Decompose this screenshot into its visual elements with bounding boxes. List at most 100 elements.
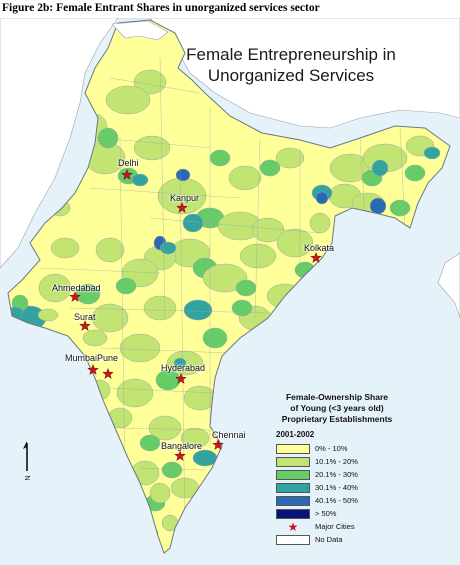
legend-item: 30.1% - 40% — [276, 481, 412, 494]
district-patch — [202, 263, 248, 293]
district-patch — [131, 173, 149, 187]
map-frame: Female Entrepreneurship in Unorganized S… — [0, 18, 460, 565]
district-patch — [182, 213, 204, 233]
district-patch — [115, 277, 137, 295]
district-patch — [202, 327, 228, 349]
district-patch — [37, 308, 59, 322]
district-patch — [119, 333, 161, 363]
district-patch — [175, 168, 191, 182]
district-patch — [139, 434, 161, 452]
city-marker-kolkata — [310, 251, 322, 263]
legend-items: 0% - 10% 10.1% - 20% 20.1% - 30% 30.1% - 40… — [262, 442, 412, 520]
city-label-kanpur: Kanpur — [170, 193, 200, 203]
legend-swatch — [276, 469, 310, 480]
legend-label: > 50% — [315, 509, 337, 518]
district-patch — [183, 385, 217, 411]
legend-period: 2001-2002 — [276, 430, 315, 439]
legend-item: 40.1% - 50% — [276, 494, 412, 507]
district-patch — [148, 415, 182, 441]
district-patch — [231, 299, 253, 317]
city-marker-chennai — [212, 438, 224, 450]
no-data-region — [111, 20, 169, 41]
district-patch — [315, 191, 329, 205]
district-patch — [173, 357, 187, 369]
figure-caption: Figure 2b: Female Entrant Shares in unor… — [2, 2, 320, 14]
district-patch — [259, 159, 281, 177]
city-marker-hyderabad — [175, 372, 187, 384]
legend-item: 10.1% - 20% — [276, 455, 412, 468]
city-marker-delhi — [121, 168, 133, 180]
district-patch — [192, 449, 218, 467]
north-arrow-icon: N — [23, 441, 32, 481]
map-title-line1: Female Entrepreneurship in — [186, 45, 396, 64]
north-arrow-label: N — [25, 475, 32, 480]
legend-item: 20.1% - 30% — [276, 468, 412, 481]
district-patch — [38, 273, 72, 303]
legend-swatch — [276, 508, 310, 519]
legend-item: > 50% — [276, 507, 412, 520]
star-icon: ★ — [287, 519, 299, 534]
district-patch — [276, 228, 314, 258]
city-marker-mumbai — [87, 363, 99, 375]
legend-swatch — [276, 443, 310, 454]
city-marker-pune — [102, 367, 114, 379]
city-label-delhi: Delhi — [118, 158, 139, 168]
district-patch — [228, 165, 262, 191]
city-label-mumbai: Mumbai — [65, 353, 98, 363]
legend-item: 0% - 10% — [276, 442, 412, 455]
district-patch — [116, 378, 154, 408]
legend-label: 20.1% - 30% — [315, 470, 358, 479]
district-patch — [369, 197, 387, 215]
district-patch — [133, 135, 171, 161]
legend-label: 40.1% - 50% — [315, 496, 358, 505]
district-patch — [239, 243, 277, 269]
district-patch — [183, 299, 213, 321]
legend-label: 0% - 10% — [315, 444, 348, 453]
district-patch — [149, 482, 171, 504]
district-patch — [143, 295, 177, 321]
district-patch — [97, 127, 119, 149]
india-outline — [7, 19, 451, 554]
legend-no-data: No Data — [276, 533, 412, 546]
district-patch — [180, 427, 210, 449]
india-district-map — [0, 18, 460, 565]
legend-label: 30.1% - 40% — [315, 483, 358, 492]
district-patch — [91, 303, 129, 333]
district-patch — [209, 149, 231, 167]
map-title: Female Entrepreneurship in Unorganized S… — [176, 44, 406, 86]
city-label-bangalore: Bangalore — [161, 441, 203, 451]
district-patch — [50, 237, 80, 259]
district-patch — [309, 212, 331, 234]
district-patch — [161, 461, 183, 479]
district-patch — [105, 85, 151, 115]
legend-swatch-no-data — [276, 534, 310, 545]
city-label-hyderabad: Hyderabad — [161, 363, 206, 373]
district-patch — [82, 329, 108, 347]
city-label-surat: Surat — [74, 312, 96, 322]
district-patch — [159, 241, 177, 255]
legend-major-cities: ★ Major Cities — [276, 520, 412, 533]
city-marker-bangalore — [174, 449, 186, 461]
district-patch — [371, 159, 389, 177]
legend-swatch — [276, 456, 310, 467]
district-patch — [389, 199, 411, 217]
district-patch — [95, 237, 125, 263]
city-label-ahmedabad: Ahmedabad — [52, 283, 101, 293]
city-label-pune: Pune — [97, 353, 119, 363]
legend-label: 10.1% - 20% — [315, 457, 358, 466]
city-label-chennai: Chennai — [212, 430, 246, 440]
city-label-kolkata: Kolkata — [304, 243, 335, 253]
legend-title: Female-Ownership Share of Young (<3 year… — [281, 392, 393, 424]
legend-swatch — [276, 495, 310, 506]
district-patch — [275, 147, 305, 169]
city-marker-kanpur — [176, 201, 188, 213]
map-legend: Female-Ownership Share of Young (<3 year… — [262, 392, 412, 546]
city-marker-ahmedabad — [69, 290, 81, 302]
legend-swatch — [276, 482, 310, 493]
map-title-line2: Unorganized Services — [207, 66, 375, 85]
district-patch — [423, 146, 441, 160]
district-patch — [235, 279, 257, 297]
district-patch — [155, 369, 181, 391]
city-marker-surat — [79, 319, 91, 331]
